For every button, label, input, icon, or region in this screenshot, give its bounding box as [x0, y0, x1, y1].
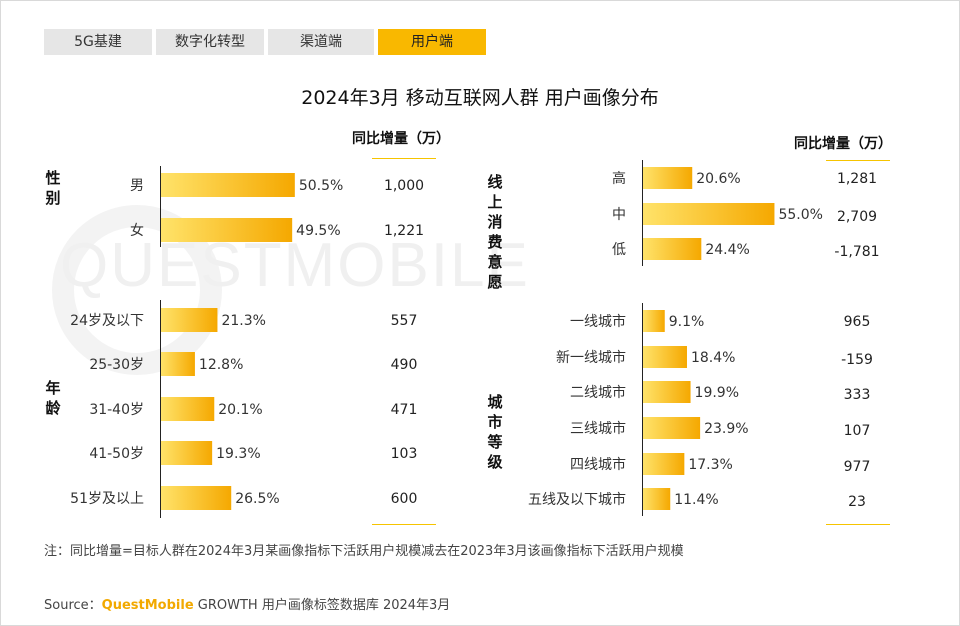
consumption-axis-line [642, 160, 643, 266]
consumption-yoy-value: 2,709 [837, 209, 877, 225]
source-line: Source：QuestMobile GROWTH 用户画像标签数据库 2024… [44, 594, 450, 613]
watermark-text: QUESTMOBILE [60, 231, 530, 300]
consumption-category-label: 高 [612, 170, 626, 187]
gender-yoy-value: 1,221 [384, 223, 424, 239]
consumption-value-label: 20.6% [696, 171, 740, 187]
age-value-label: 12.8% [199, 357, 243, 373]
age-bar [161, 486, 232, 510]
left-header-underline [372, 158, 436, 159]
age-value-label: 19.3% [216, 446, 260, 462]
city-bar [643, 488, 671, 510]
city-axis-line [642, 303, 643, 516]
city-category-label: 三线城市 [570, 420, 626, 437]
city-yoy-value: -159 [841, 352, 873, 368]
tab-channel[interactable]: 渠道端 [268, 29, 374, 55]
city-yoy-value: 107 [844, 423, 871, 439]
gender-category-label: 男 [130, 178, 144, 194]
age-yoy-value: 103 [391, 446, 418, 462]
age-category-label: 31-40岁 [89, 402, 144, 418]
city-value-label: 9.1% [669, 314, 705, 330]
consumption-yoy-value: -1,781 [834, 244, 879, 260]
consumption-bar [643, 238, 702, 260]
city-bar [643, 417, 701, 439]
right-header-underline [826, 160, 890, 161]
age-yoy-value: 490 [391, 357, 418, 373]
age-yoy-value: 600 [391, 491, 418, 507]
consumption-category-label: 低 [612, 242, 626, 258]
city-bar [643, 381, 691, 403]
city-value-label: 11.4% [674, 492, 718, 508]
age-category-label: 51岁及以上 [70, 491, 144, 507]
city-yoy-value: 23 [848, 494, 866, 510]
city-value-label: 19.9% [695, 385, 739, 401]
tab-bar: 5G基建 数字化转型 渠道端 用户端 [44, 29, 486, 55]
city-bar [643, 310, 665, 332]
gender-axis-line [160, 166, 161, 247]
age-category-label: 24岁及以下 [70, 313, 144, 329]
city-category-label: 五线及以下城市 [528, 491, 626, 508]
age-bar [161, 308, 218, 332]
gender-yoy-value: 1,000 [384, 178, 424, 194]
group-label-age: 年龄 [45, 379, 61, 417]
city-category-label: 四线城市 [570, 456, 626, 473]
age-bar [161, 352, 195, 376]
footnote: 注：同比增量=目标人群在2024年3月某画像指标下活跃用户规模减去在2023年3… [44, 544, 684, 559]
city-category-label: 二线城市 [570, 384, 626, 401]
age-axis-line [160, 300, 161, 518]
right-footer-underline [826, 524, 890, 525]
tab-user[interactable]: 用户端 [378, 29, 486, 55]
age-bar [161, 397, 215, 421]
city-bar [643, 346, 687, 368]
consumption-bar [643, 203, 775, 225]
group-label-consumption: 线上消费意愿 [487, 173, 503, 291]
age-category-label: 25-30岁 [89, 357, 144, 373]
tab-5g-infrastructure[interactable]: 5G基建 [44, 29, 152, 55]
age-value-label: 20.1% [218, 402, 262, 418]
group-label-city: 城市等级 [487, 393, 503, 471]
gender-value-label: 50.5% [299, 178, 343, 194]
city-value-label: 18.4% [691, 350, 735, 366]
city-value-label: 17.3% [688, 457, 732, 473]
consumption-value-label: 24.4% [705, 242, 749, 258]
city-category-label: 一线城市 [570, 313, 626, 330]
left-footer-underline [372, 524, 436, 525]
city-yoy-value: 333 [844, 387, 871, 403]
right-column-header: 同比增量（万） [794, 136, 892, 152]
age-category-label: 41-50岁 [89, 446, 144, 462]
gender-category-label: 女 [130, 222, 144, 239]
gender-bar [161, 218, 293, 242]
city-category-label: 新一线城市 [556, 349, 626, 366]
source-brand: QuestMobile [101, 598, 194, 613]
consumption-bar [643, 167, 693, 189]
city-yoy-value: 965 [844, 314, 871, 330]
chart-title: 2024年3月 移动互联网人群 用户画像分布 [301, 87, 659, 109]
gender-bar [161, 173, 295, 197]
age-value-label: 26.5% [235, 491, 279, 507]
tab-digital-transformation[interactable]: 数字化转型 [156, 29, 264, 55]
city-value-label: 23.9% [704, 421, 748, 437]
consumption-category-label: 中 [612, 207, 626, 223]
consumption-value-label: 55.0% [778, 207, 822, 223]
age-yoy-value: 557 [391, 313, 418, 329]
group-label-gender: 性别 [45, 169, 61, 207]
age-bar [161, 441, 213, 465]
left-column-header: 同比增量（万） [352, 131, 450, 147]
source-text: GROWTH 用户画像标签数据库 2024年3月 [197, 598, 451, 613]
source-prefix: Source： [44, 598, 102, 613]
gender-value-label: 49.5% [296, 223, 340, 239]
consumption-yoy-value: 1,281 [837, 171, 877, 187]
age-yoy-value: 471 [391, 402, 418, 418]
age-value-label: 21.3% [221, 313, 265, 329]
city-bar [643, 453, 685, 475]
city-yoy-value: 977 [844, 459, 871, 475]
